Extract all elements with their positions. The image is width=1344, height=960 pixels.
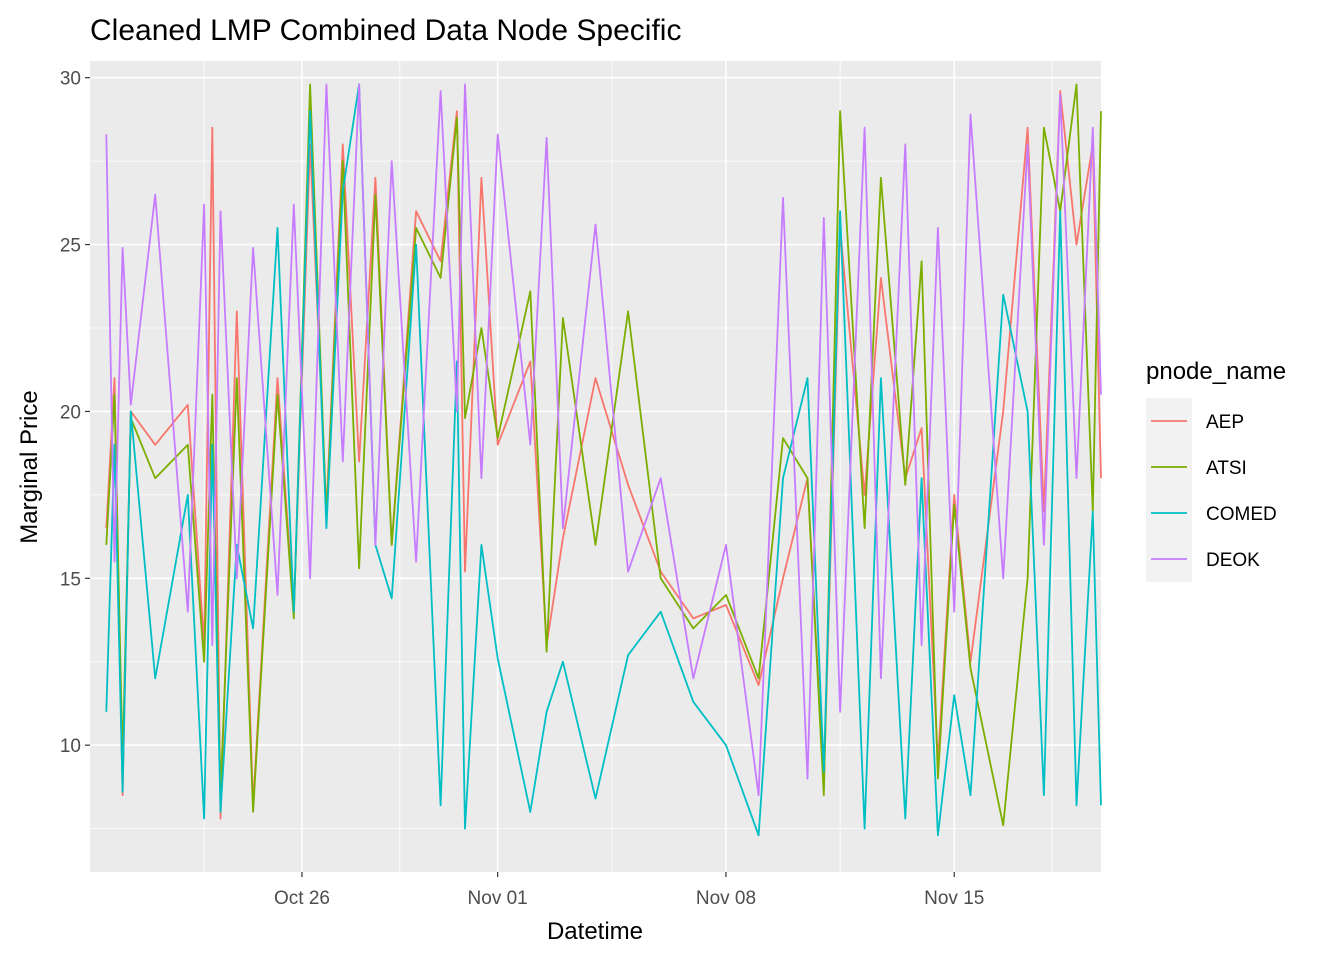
x-tick-label: Nov 15 bbox=[924, 888, 984, 909]
x-tick-label: Nov 08 bbox=[696, 888, 756, 909]
legend-label-aep: AEP bbox=[1206, 412, 1244, 433]
legend-label-atsi: ATSI bbox=[1206, 458, 1247, 479]
y-tick-label: 25 bbox=[60, 236, 81, 257]
legend-title: pnode_name bbox=[1146, 358, 1286, 385]
y-axis: 10 15 20 25 30 bbox=[60, 69, 90, 757]
series-lines bbox=[105, 83, 1102, 837]
x-tick-label: Oct 26 bbox=[274, 888, 330, 909]
major-gridlines bbox=[90, 61, 1101, 872]
x-axis: Oct 26 Nov 01 Nov 08 Nov 15 bbox=[274, 872, 984, 909]
plot-panel bbox=[90, 61, 1101, 872]
x-axis-title: Datetime bbox=[547, 918, 643, 945]
series-line-atsi bbox=[105, 83, 1102, 827]
series-line-deok bbox=[105, 83, 1102, 797]
y-tick-label: 30 bbox=[60, 69, 81, 90]
legend-label-comed: COMED bbox=[1206, 504, 1277, 525]
y-tick-label: 10 bbox=[60, 736, 81, 757]
series-line-comed bbox=[105, 83, 1102, 837]
legend-label-deok: DEOK bbox=[1206, 550, 1260, 571]
y-tick-label: 15 bbox=[60, 569, 81, 590]
legend-items: AEP ATSI COMED DEOK bbox=[1146, 398, 1277, 582]
legend: pnode_name AEP ATSI COMED DEOK bbox=[1146, 358, 1286, 582]
chart-title: Cleaned LMP Combined Data Node Specific bbox=[90, 14, 681, 47]
x-tick-label: Nov 01 bbox=[468, 888, 528, 909]
y-tick-label: 20 bbox=[60, 402, 81, 423]
y-axis-title: Marginal Price bbox=[16, 390, 43, 543]
